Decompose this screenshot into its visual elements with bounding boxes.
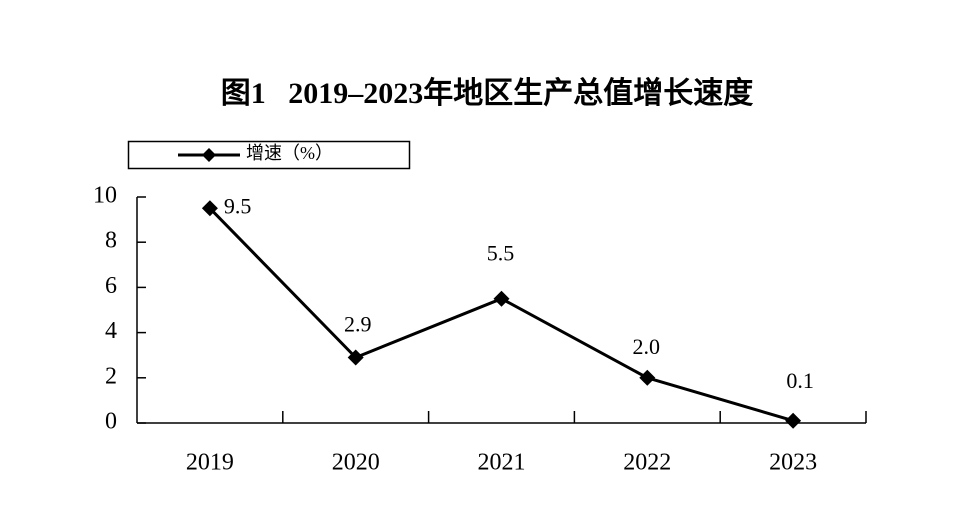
x-tick-label: 2019 xyxy=(186,450,234,476)
y-tick-label: 10 xyxy=(93,183,117,209)
legend: 增速（%） xyxy=(127,140,411,170)
x-tick-label: 2022 xyxy=(623,450,671,476)
data-label: 2.9 xyxy=(344,312,372,337)
plot-area: 0 2 4 6 8 10 2019 2020 2021 2022 2023 9.5 2.9 5.5 2.… xyxy=(93,183,867,476)
legend-diamond-marker xyxy=(202,148,216,162)
y-tick-label: 6 xyxy=(105,273,117,299)
x-ticks: 2019 2020 2021 2022 2023 xyxy=(186,411,867,476)
legend-box xyxy=(127,140,411,170)
data-point-marker xyxy=(201,200,218,217)
legend-label: 增速（%） xyxy=(246,143,333,163)
chart-title: 图1 2019–2023年地区生产总值增长速度 xyxy=(221,77,754,110)
y-tick-label: 2 xyxy=(105,363,117,389)
data-point-marker xyxy=(785,412,802,429)
data-label: 0.1 xyxy=(786,368,814,393)
data-label: 5.5 xyxy=(487,241,515,266)
data-labels: 9.5 2.9 5.5 2.0 0.1 xyxy=(224,193,814,392)
series-markers xyxy=(201,200,802,429)
y-tick-label: 0 xyxy=(105,409,117,435)
x-tick-label: 2021 xyxy=(478,450,526,476)
y-ticks: 0 2 4 6 8 10 xyxy=(93,183,146,435)
y-tick-label: 8 xyxy=(105,228,117,254)
x-tick-label: 2020 xyxy=(332,450,380,476)
data-label: 9.5 xyxy=(224,193,252,218)
data-point-marker xyxy=(347,349,364,366)
y-tick-label: 4 xyxy=(105,318,117,344)
data-point-marker xyxy=(639,369,656,386)
x-tick-label: 2023 xyxy=(769,450,817,476)
data-point-marker xyxy=(493,290,510,307)
data-label: 2.0 xyxy=(633,334,661,359)
